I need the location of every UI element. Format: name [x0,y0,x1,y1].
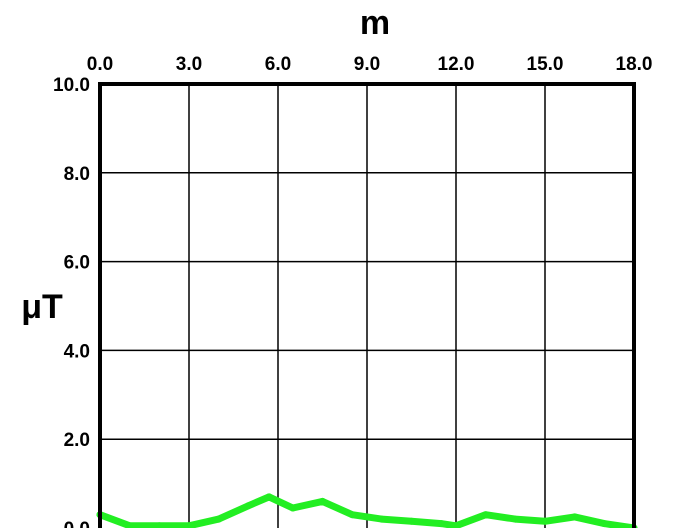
data-point [155,522,163,528]
y-tick-label: 10.0 [53,75,90,96]
data-point [600,520,608,528]
data-point [452,522,460,528]
x-tick-label: 6.0 [265,54,291,75]
data-point [408,517,415,525]
data-point [289,504,297,512]
x-axis-title: m [360,4,390,42]
data-point [244,502,252,510]
data-point [378,515,386,523]
y-tick-label: 2.0 [64,430,90,451]
data-point [541,517,549,525]
data-point [185,522,193,528]
y-tick-label: 4.0 [64,341,90,362]
y-axis-title: μT [21,288,63,326]
y-tick-label: 8.0 [64,164,90,185]
data-point [319,497,326,505]
data-point [348,511,356,519]
data-point [215,515,223,523]
x-tick-label: 0.0 [87,54,113,75]
data-point [437,520,445,528]
x-tick-label: 9.0 [354,54,380,75]
data-point [482,511,490,519]
x-tick-label: 18.0 [616,54,653,75]
y-tick-label: 0.0 [64,519,90,528]
x-tick-label: 3.0 [176,54,202,75]
series-line [96,493,638,528]
data-point [126,522,134,528]
x-tick-label: 15.0 [527,54,564,75]
x-tick-labels: 0.0 3.0 6.0 9.0 12.0 15.0 18.0 [87,54,653,75]
grid [100,84,634,528]
data-point [571,513,579,521]
data-point [511,515,519,523]
y-tick-labels: 10.0 8.0 6.0 4.0 2.0 0.0 [53,75,90,528]
plot-frame [98,82,636,528]
x-tick-label: 12.0 [438,54,475,75]
y-tick-label: 6.0 [64,253,90,274]
data-point [265,493,273,501]
